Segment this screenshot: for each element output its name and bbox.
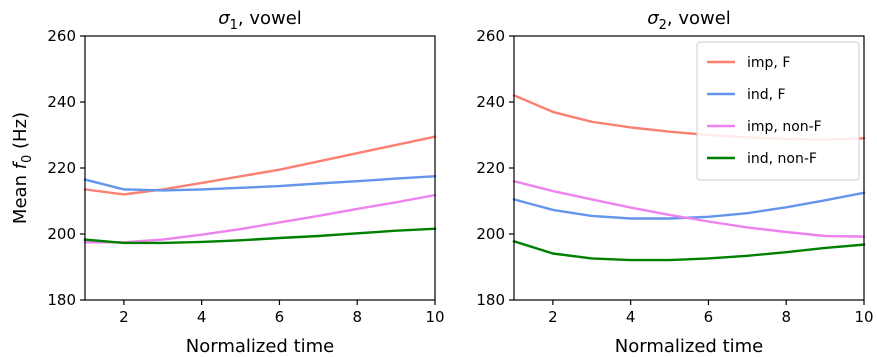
y-tick-label: 220 [47, 159, 76, 177]
legend-label-ind-non-f: ind, non-F [747, 151, 817, 167]
legend-label-imp-f: imp, F [747, 55, 790, 71]
plot-frame [84, 35, 436, 301]
x-tick-label: 6 [704, 308, 714, 326]
y-tick-label: 180 [476, 291, 505, 309]
series-line-ind-non-f [83, 227, 437, 245]
y-tick-label: 240 [476, 93, 505, 111]
x-tick-label: 10 [854, 308, 873, 326]
x-tick-label: 4 [626, 308, 636, 326]
chart-panel-sigma2-vowel: 2 4 6 8 10 180 200 220 240 260 Normalized time σ2, … [476, 8, 873, 357]
x-tick-label: 4 [197, 308, 207, 326]
x-tick-label: 10 [425, 308, 444, 326]
x-axis-label: Normalized time [615, 336, 763, 357]
series-line-ind-f [512, 191, 866, 220]
x-axis-label: Normalized time [186, 336, 334, 357]
x-tick-label: 8 [352, 308, 362, 326]
x-tick-label: 8 [781, 308, 791, 326]
chart-title: σ1, vowel [218, 8, 302, 33]
legend: imp, F ind, F imp, non-F ind, non-F [696, 41, 860, 181]
chart-panel-sigma1-vowel: 2 4 6 8 10 180 200 220 240 260 Normalized time σ1, … [10, 8, 445, 357]
x-tick-label: 6 [275, 308, 285, 326]
x-tick-label: 2 [548, 308, 558, 326]
x-tick-label: 2 [119, 308, 129, 326]
y-tick-label: 220 [476, 159, 505, 177]
legend-label-imp-non-f: imp, non-F [747, 119, 822, 135]
series-lines [83, 135, 437, 245]
y-tick-label: 200 [476, 225, 505, 243]
series-line-imp-non-f [512, 179, 866, 238]
chart-title: σ2, vowel [647, 8, 731, 33]
legend-box [696, 41, 860, 181]
y-tick-label: 200 [47, 225, 76, 243]
y-tick-label: 180 [47, 291, 76, 309]
y-tick-label: 240 [47, 93, 76, 111]
y-tick-label: 260 [47, 27, 76, 45]
y-axis-label: Mean f0 (Hz) [10, 112, 35, 224]
legend-label-ind-f: ind, F [747, 87, 786, 103]
y-tick-label: 260 [476, 27, 505, 45]
series-line-imp-f [83, 135, 437, 196]
series-line-ind-f [83, 175, 437, 192]
series-line-imp-non-f [83, 193, 437, 244]
series-line-ind-non-f [512, 239, 866, 262]
